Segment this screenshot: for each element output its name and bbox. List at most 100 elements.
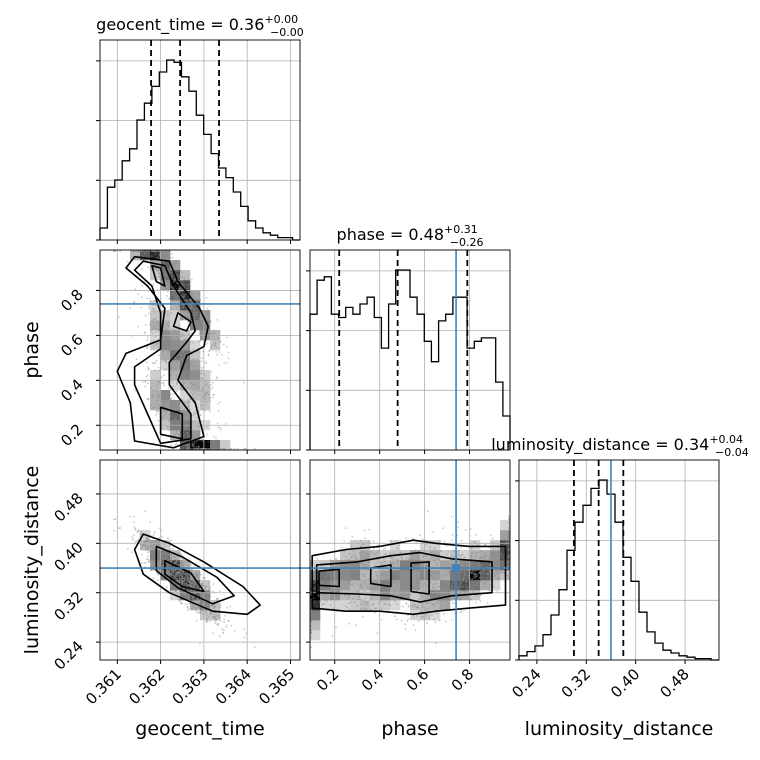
sample-point [158, 561, 161, 564]
sample-point [176, 577, 179, 580]
sample-point [160, 569, 163, 572]
sample-point [185, 593, 188, 595]
sample-point [497, 548, 500, 550]
sample-point [366, 603, 369, 605]
sample-point [188, 597, 191, 600]
sample-point [219, 617, 221, 619]
sample-point [479, 594, 482, 596]
sample-point [338, 588, 341, 591]
sample-point [508, 540, 510, 542]
sample-point [161, 570, 164, 572]
sample-point [212, 607, 215, 610]
density-cell [190, 440, 201, 451]
sample-point [354, 573, 356, 575]
sample-point [190, 305, 193, 308]
sample-point [170, 405, 172, 407]
sample-point [164, 272, 167, 275]
sample-point [176, 575, 179, 577]
sample-point [166, 557, 168, 559]
sample-point [189, 306, 192, 309]
sample-point [189, 448, 192, 450]
sample-point [343, 577, 345, 580]
sample-point [170, 568, 173, 571]
sample-point [170, 547, 173, 550]
sample-point [313, 597, 315, 599]
sample-point [177, 575, 180, 578]
density-cell [340, 550, 351, 561]
sample-point [168, 283, 171, 285]
sample-point [174, 561, 177, 564]
sample-point [192, 580, 195, 583]
sample-point [187, 446, 190, 449]
sample-point [340, 583, 342, 585]
sample-point [347, 575, 350, 577]
sample-point [185, 364, 188, 367]
sample-point [212, 448, 215, 450]
sample-point [194, 413, 197, 415]
sample-point [146, 538, 149, 540]
sample-point [200, 439, 203, 442]
sample-point [194, 298, 196, 301]
sample-point [446, 561, 449, 563]
sample-point [408, 572, 411, 575]
sample-point [348, 608, 350, 611]
sample-point [180, 562, 183, 565]
sample-point [157, 410, 160, 412]
sample-point [180, 300, 182, 303]
sample-point [449, 590, 452, 593]
density-cell [170, 340, 181, 351]
sample-point [185, 593, 188, 596]
sample-point [195, 370, 197, 373]
sample-point [201, 448, 204, 450]
sample-point [183, 354, 186, 357]
sample-point [177, 337, 179, 339]
sample-point [190, 597, 193, 599]
sample-point [345, 527, 347, 529]
sample-point [319, 576, 322, 579]
sample-point [188, 344, 191, 346]
sample-point [180, 429, 182, 431]
sample-point [314, 585, 317, 588]
sample-point [188, 435, 191, 438]
sample-point [179, 448, 181, 450]
sample-point [403, 573, 406, 576]
sample-point [189, 582, 191, 585]
sample-point [206, 391, 208, 394]
sample-point [185, 581, 187, 584]
sample-point [180, 574, 182, 577]
sample-point [436, 612, 439, 615]
sample-point [204, 588, 207, 590]
sample-point [157, 354, 160, 357]
density-cell [170, 300, 181, 311]
sample-point [197, 574, 199, 577]
sample-point [165, 325, 168, 327]
sample-point [164, 552, 167, 554]
sample-point [339, 573, 342, 576]
sample-point [161, 553, 163, 555]
sample-point [139, 250, 142, 253]
sample-point [212, 396, 215, 399]
sample-point [183, 576, 186, 579]
sample-point [428, 616, 431, 619]
density-cell [180, 310, 191, 321]
sample-point [213, 448, 216, 450]
sample-point [166, 350, 169, 353]
sample-point [183, 593, 186, 596]
sample-point [181, 584, 184, 586]
sample-point [179, 560, 182, 563]
sample-point [205, 616, 208, 619]
sample-point [166, 565, 169, 568]
sample-point [161, 553, 164, 556]
sample-point [147, 537, 150, 540]
sample-point [161, 561, 164, 564]
sample-point [395, 558, 398, 561]
sample-point [191, 433, 194, 436]
sample-point [458, 599, 461, 601]
sample-point [167, 338, 170, 341]
panel-frame [518, 459, 720, 661]
sample-point [212, 583, 215, 585]
sample-point [174, 279, 177, 282]
density-cell [410, 560, 421, 571]
sample-point [219, 426, 221, 429]
sample-point [172, 344, 175, 347]
